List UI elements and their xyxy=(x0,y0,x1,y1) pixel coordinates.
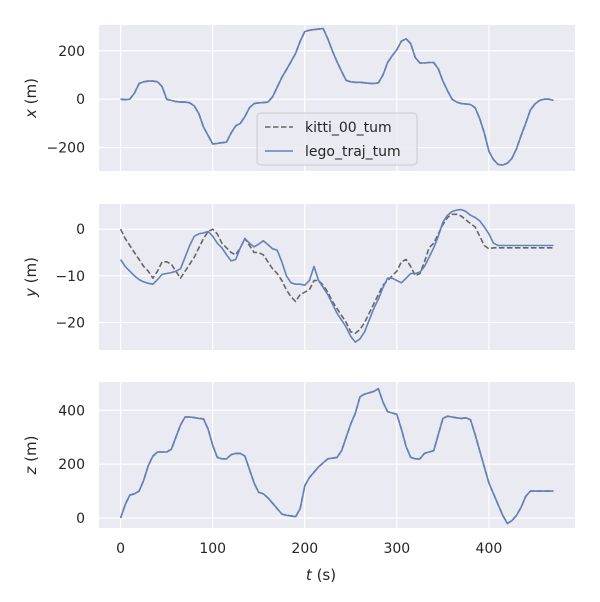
x-tick-label: 300 xyxy=(383,541,410,557)
x-tick-label: 100 xyxy=(199,541,226,557)
y-tick-label: 0 xyxy=(76,92,85,108)
plot-area xyxy=(99,204,575,350)
legend-label-kitti_00_tum: kitti_00_tum xyxy=(305,120,392,136)
x-tick-label: 200 xyxy=(291,541,318,557)
series-line-kitti_00_tum xyxy=(119,213,554,335)
legend: kitti_00_tum lego_traj_tum xyxy=(256,112,418,166)
y-tick-label: 0 xyxy=(76,222,85,238)
y-tick-label: −200 xyxy=(47,141,85,157)
legend-box xyxy=(256,112,418,166)
x-tick-label: 0 xyxy=(116,541,125,557)
y-axis-label: z (m) xyxy=(22,436,40,476)
legend-label-lego_traj_tum: lego_traj_tum xyxy=(305,144,401,160)
x-tick-label: 400 xyxy=(476,541,503,557)
y-tick-label: −10 xyxy=(55,269,85,285)
series-line-lego_traj_tum xyxy=(119,208,554,343)
x-axis-label: t (s) xyxy=(306,566,336,584)
y-tick-label: 0 xyxy=(76,511,85,527)
subplot-x: −200 0 200 x (m) kitti_00_tum lego_traj_tum xyxy=(22,25,575,171)
y-tick-label: 200 xyxy=(58,457,85,473)
y-tick-label: 200 xyxy=(58,44,85,60)
subplot-z: 0 200 400 0 100 200 300 400 z (m) t (s) xyxy=(22,382,575,584)
plot-area xyxy=(99,382,575,528)
y-tick-label: 400 xyxy=(58,403,85,419)
y-tick-label: −20 xyxy=(55,315,85,331)
series-line-lego_traj_tum xyxy=(120,27,554,166)
subplot-y: −20 −10 0 y (m) xyxy=(22,204,575,350)
series-line-lego_traj_tum xyxy=(119,387,554,525)
y-axis-label: y (m) xyxy=(22,257,40,298)
y-axis-label: x (m) xyxy=(22,78,40,119)
